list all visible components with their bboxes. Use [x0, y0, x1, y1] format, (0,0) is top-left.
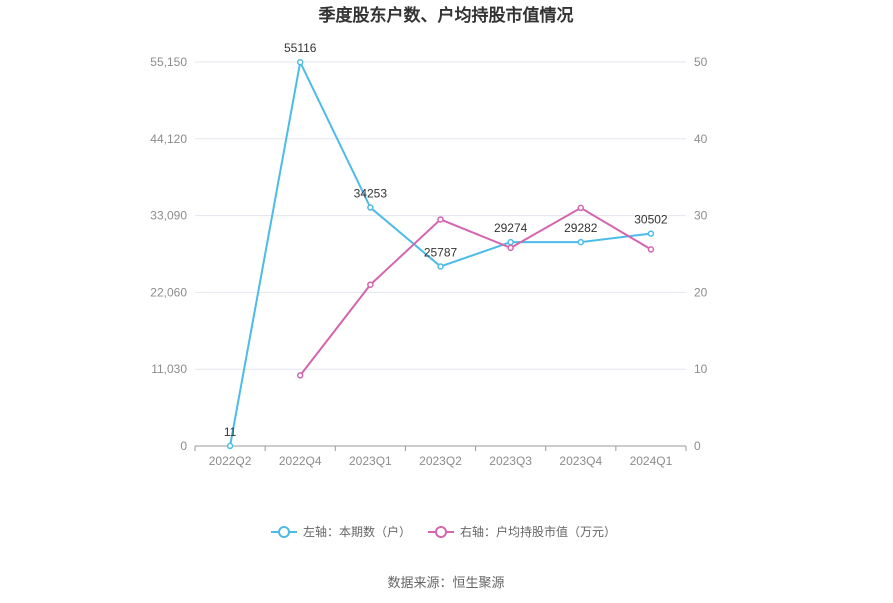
right-axis-tick-label: 50	[694, 55, 708, 69]
data-point[interactable]	[647, 246, 655, 253]
data-point[interactable]	[437, 263, 444, 270]
data-source: 数据来源：恒生聚源	[387, 576, 504, 591]
data-point[interactable]	[507, 238, 514, 246]
legend-left-label: 左轴：本期数（户）	[303, 524, 411, 539]
legend-right-label: 右轴：户均持股市值（万元）	[460, 524, 616, 539]
data-point[interactable]	[577, 238, 585, 246]
left-axis-tick-label: 55,150	[150, 55, 187, 69]
data-label: 29282	[564, 221, 598, 235]
right-axis-tick-label: 20	[694, 285, 708, 299]
legend-item-left-series[interactable]: 左轴：本期数（户）	[271, 524, 411, 539]
data-label: 25787	[424, 245, 458, 259]
x-axis-tick-label: 2023Q2	[419, 454, 462, 468]
data-point[interactable]	[226, 442, 234, 450]
data-point[interactable]	[647, 230, 655, 237]
left-axis-tick-label: 44,120	[150, 132, 187, 146]
legend-right-marker-icon	[435, 526, 447, 538]
x-axis-tick-label: 2022Q2	[209, 454, 252, 468]
x-axis-tick-label: 2024Q1	[630, 454, 673, 468]
data-label: 30502	[634, 213, 668, 227]
data-label: 34253	[354, 187, 388, 201]
grid-lines	[195, 61, 686, 370]
x-axis-tick-label: 2023Q1	[349, 454, 392, 468]
right-axis-tick-label: 40	[694, 132, 708, 146]
legend-item-right-series[interactable]: 右轴：户均持股市值（万元）	[428, 524, 616, 539]
chart-title: 季度股东户数、户均持股市值情况	[319, 5, 574, 26]
data-point[interactable]	[296, 58, 304, 66]
right-axis-tick-label: 0	[694, 439, 701, 453]
left-axis-tick-label: 22,060	[150, 285, 187, 299]
x-axis-tick-label: 2022Q4	[279, 454, 322, 468]
left-axis-tick-label: 33,090	[150, 209, 187, 223]
data-labels: 11 55116 34253 25787 29274 29282 30502	[224, 41, 668, 439]
legend: 左轴：本期数（户） 右轴：户均持股市值（万元）	[271, 524, 616, 539]
left-axis-tick-label: 11,030	[151, 362, 187, 376]
data-point[interactable]	[577, 204, 585, 212]
data-label: 55116	[284, 41, 317, 55]
axes: 0 11,030 22,060 33,090 44,120 55,150 0 10 20 30 40…	[150, 55, 707, 468]
x-axis-tick-label: 2023Q4	[559, 454, 602, 468]
data-point[interactable]	[437, 216, 444, 223]
series-line-1	[299, 206, 652, 376]
left-axis-tick-label: 0	[180, 439, 187, 453]
data-point[interactable]	[367, 204, 374, 211]
right-axis-tick-label: 10	[694, 362, 708, 376]
x-axis-tick-label: 2023Q3	[489, 454, 532, 468]
data-label: 29274	[494, 221, 528, 235]
legend-left-marker-icon	[278, 526, 290, 538]
data-label: 11	[224, 425, 237, 439]
data-point[interactable]	[367, 281, 374, 288]
right-axis-tick-label: 30	[694, 209, 708, 223]
series-layer	[226, 58, 655, 450]
data-point[interactable]	[507, 244, 514, 252]
data-point[interactable]	[296, 372, 304, 379]
